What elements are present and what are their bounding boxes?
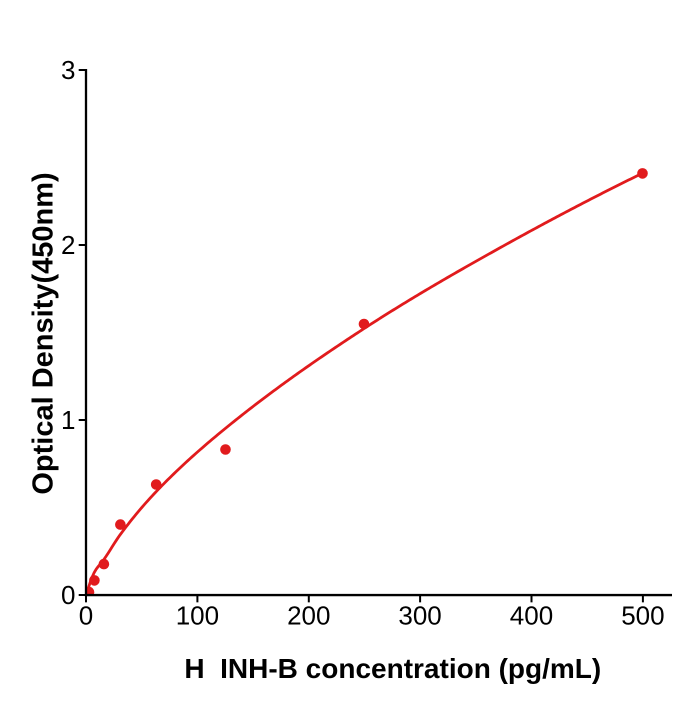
svg-text:1: 1 xyxy=(61,405,75,435)
svg-text:100: 100 xyxy=(176,601,219,631)
svg-text:H INH-B concentration (pg/mL): H INH-B concentration (pg/mL) xyxy=(184,653,601,684)
svg-text:300: 300 xyxy=(398,601,441,631)
svg-text:0: 0 xyxy=(79,601,93,631)
svg-text:200: 200 xyxy=(287,601,330,631)
svg-text:0: 0 xyxy=(61,580,75,610)
svg-text:400: 400 xyxy=(510,601,553,631)
svg-text:2: 2 xyxy=(61,230,75,260)
svg-text:3: 3 xyxy=(61,55,75,85)
svg-text:500: 500 xyxy=(621,601,664,631)
svg-text:Optical Density(450nm): Optical Density(450nm) xyxy=(28,172,60,494)
